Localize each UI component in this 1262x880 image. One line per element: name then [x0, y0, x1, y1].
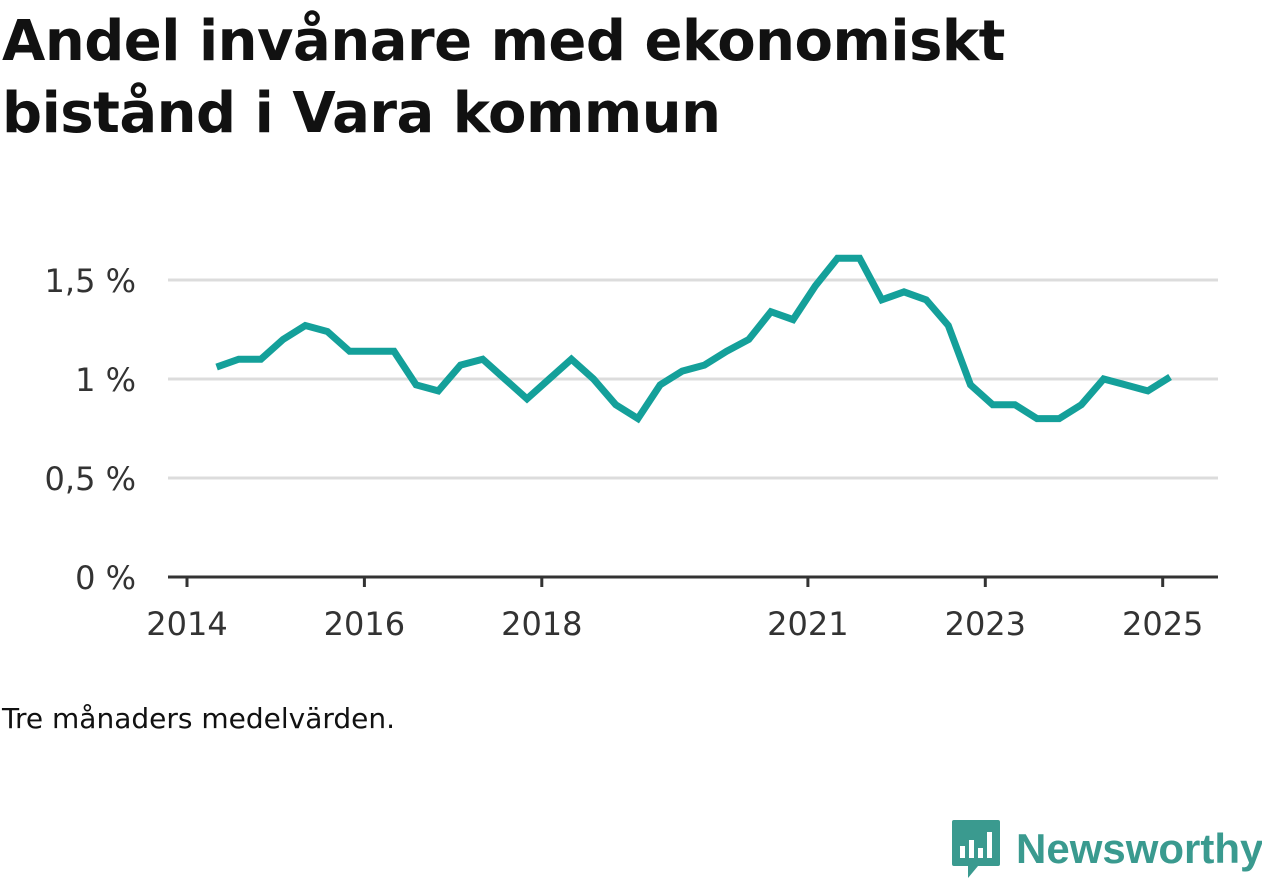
y-axis-labels: 0 % 0,5 % 1 % 1,5 %	[45, 262, 136, 597]
y-tick-label: 0,5 %	[45, 460, 136, 498]
y-tick-label: 0 %	[75, 559, 136, 597]
grid-lines	[168, 278, 1218, 480]
x-tick-label: 2014	[146, 605, 227, 643]
x-axis: 2014 2016 2018 2021 2023 2025	[146, 575, 1218, 643]
chart-note: Tre månaders medelvärden.	[2, 702, 396, 735]
x-tick-label: 2016	[324, 605, 405, 643]
brand-logo: Newsworthy	[950, 818, 1262, 880]
newsworthy-logo-icon	[952, 820, 1000, 878]
series-group	[215, 254, 1172, 424]
line-chart: 0 % 0,5 % 1 % 1,5 % 2014 2016 2018 2021 2023 202…	[45, 254, 1218, 643]
x-tick-label: 2021	[767, 605, 848, 643]
brand-name: Newsworthy	[1016, 825, 1262, 872]
x-tick-label: 2025	[1122, 605, 1203, 643]
x-tick-label: 2023	[945, 605, 1026, 643]
y-tick-label: 1 %	[75, 361, 136, 399]
series-line	[215, 254, 1172, 424]
chart-title: Andel invånare med ekonomiskt bistånd i …	[2, 9, 1005, 146]
x-tick-label: 2018	[501, 605, 582, 643]
y-tick-label: 1,5 %	[45, 262, 136, 300]
